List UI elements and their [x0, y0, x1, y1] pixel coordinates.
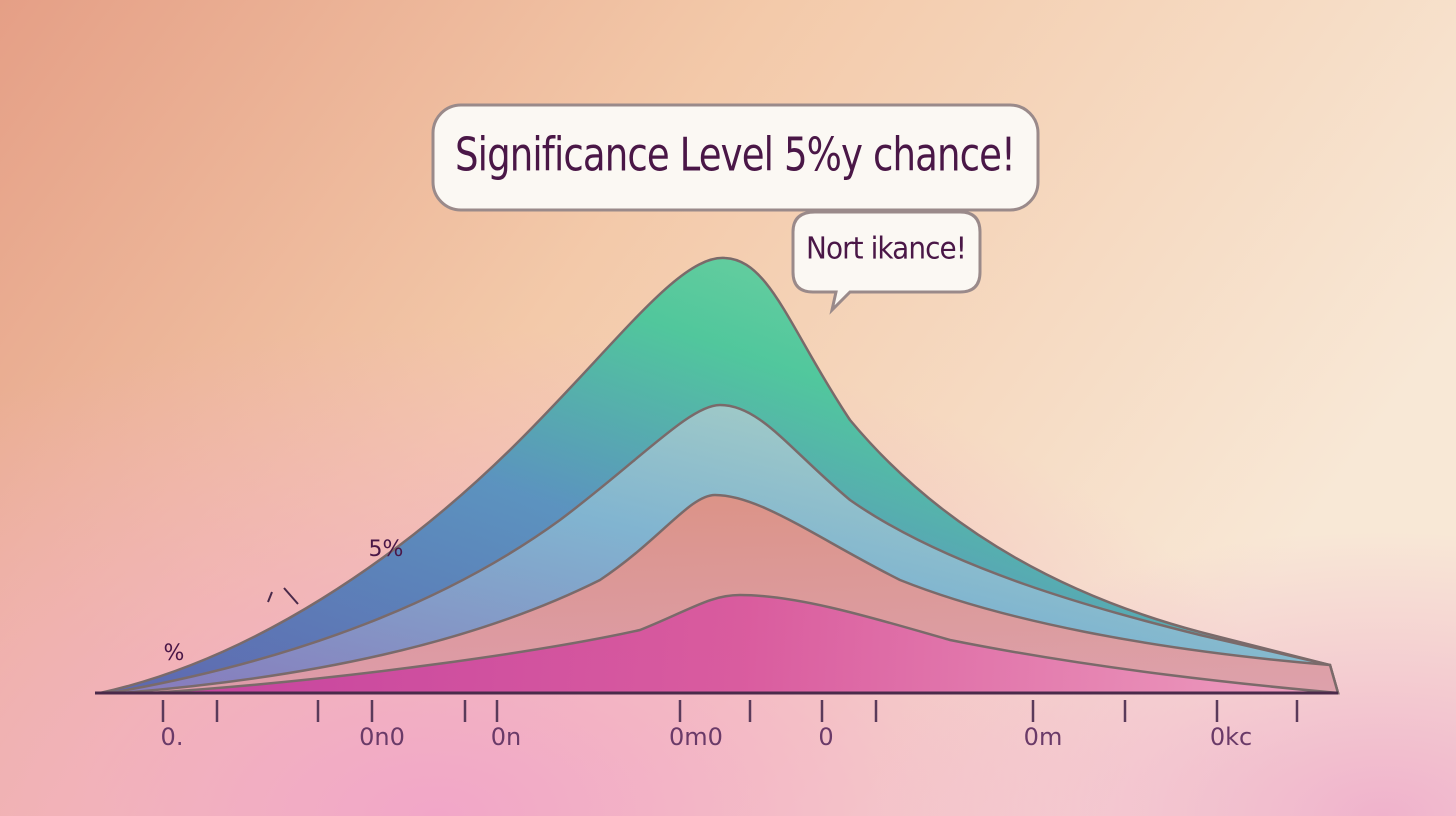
title-bubble — [431, 103, 1040, 212]
callout-bubble — [791, 210, 982, 315]
axis-label: 0m0 — [669, 723, 723, 751]
callout-text: Nort ikance! — [806, 232, 966, 267]
ticks — [161, 700, 1299, 722]
axis-label: 0n0 — [359, 723, 405, 751]
axis-label: 0. — [161, 723, 184, 751]
axis-label: 0n — [491, 723, 521, 751]
curve-label: 5% — [369, 537, 404, 562]
curve — [119, 493, 1340, 695]
axis-label: 0kc — [1210, 723, 1252, 751]
title: Significance Level 5%y chance! — [455, 128, 1015, 182]
axis-label: 0m — [1024, 723, 1063, 751]
curve-label: % — [164, 641, 185, 666]
axis-label: 0 — [818, 723, 833, 751]
curve — [149, 593, 1339, 695]
scribble — [267, 587, 299, 605]
